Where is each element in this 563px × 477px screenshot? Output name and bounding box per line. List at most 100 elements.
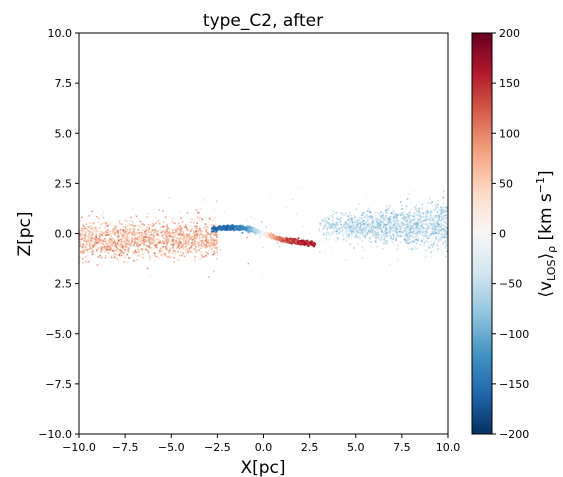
scatter-point-central-arc (269, 235, 272, 237)
scatter-point-right-band (331, 223, 333, 225)
scatter-point-outlier (168, 197, 171, 199)
scatter-point-left-band (179, 232, 182, 234)
scatter-point-right-band (422, 238, 425, 240)
scatter-point-right-band (434, 204, 437, 207)
scatter-point-outlier (126, 261, 128, 264)
scatter-point-central-arc (295, 239, 298, 242)
scatter-point-right-band (402, 214, 405, 216)
y-tick-label: 5.0 (55, 127, 73, 140)
scatter-point-left-band (127, 249, 129, 252)
scatter-point-central-arc (284, 239, 286, 242)
scatter-point-left-band (81, 246, 84, 249)
scatter-point-right-band (400, 235, 403, 237)
scatter-point-right-band (415, 204, 417, 207)
scatter-point-right-band (393, 228, 395, 230)
scatter-point-central-arc (232, 225, 235, 228)
scatter-point-right-band (396, 232, 398, 234)
scatter-point-central-arc (291, 239, 294, 242)
scatter-point-left-band (210, 230, 212, 233)
scatter-point-right-band (357, 226, 360, 229)
colorbar-label-subscript: LOS (545, 260, 558, 281)
scatter-point-right-band (365, 250, 367, 253)
scatter-point-left-band (91, 247, 94, 250)
scatter-point-right-band (408, 247, 411, 250)
scatter-point-left-band (169, 249, 171, 252)
scatter-point-outlier (276, 242, 279, 244)
scatter-point-right-band (371, 235, 374, 237)
scatter-point-left-band (212, 253, 214, 256)
scatter-point-outlier (211, 229, 213, 231)
scatter-point-central-arc (275, 238, 277, 241)
scatter-point-left-band (152, 222, 154, 225)
scatter-point-left-band (162, 243, 164, 245)
scatter-point-right-band (426, 218, 428, 221)
scatter-point-right-band (446, 234, 448, 237)
scatter-point-left-band (177, 259, 180, 261)
scatter-point-left-band (162, 210, 164, 212)
scatter-point-right-band (392, 219, 395, 222)
scatter-point-right-band (396, 225, 398, 227)
scatter-point-right-band (429, 212, 432, 214)
scatter-point-left-band (204, 223, 207, 225)
scatter-point-right-band (357, 223, 360, 225)
scatter-point-left-band (145, 229, 147, 231)
scatter-point-left-band (165, 245, 168, 248)
scatter-point-left-band (205, 236, 208, 239)
scatter-point-central-arc (267, 232, 270, 235)
y-tick-label: 7.5 (55, 77, 73, 90)
scatter-point-left-band (195, 246, 197, 248)
scatter-point-left-band (104, 222, 107, 224)
scatter-point-left-band (104, 247, 106, 249)
scatter-point-right-band (335, 234, 337, 236)
scatter-point-right-band (398, 236, 401, 238)
scatter-point-left-band (160, 231, 162, 234)
scatter-point-right-band (382, 241, 385, 244)
x-tick-label: 2.5 (301, 441, 319, 454)
scatter-point-central-arc (235, 227, 238, 229)
scatter-point-left-band (149, 241, 151, 244)
scatter-point-central-arc (304, 242, 307, 245)
scatter-point-right-band (370, 230, 372, 232)
scatter-point-outlier (333, 223, 335, 225)
scatter-point-right-band (389, 225, 391, 228)
scatter-point-left-band (166, 239, 168, 241)
scatter-point-left-band (168, 228, 170, 231)
y-tick-label: −7.5 (45, 378, 72, 391)
scatter-point-right-band (429, 234, 431, 237)
scatter-point-right-band (347, 227, 349, 230)
scatter-point-left-band (111, 230, 114, 233)
scatter-point-right-band (370, 227, 372, 229)
scatter-point-right-band (348, 222, 351, 224)
scatter-point-left-band (153, 252, 156, 254)
scatter-point-right-band (427, 237, 430, 240)
scatter-point-left-band (127, 232, 129, 235)
scatter-point-left-band (201, 236, 204, 239)
scatter-point-left-band (109, 261, 112, 263)
scatter-point-left-band (91, 245, 94, 247)
scatter-point-right-band (345, 226, 347, 229)
scatter-point-left-band (117, 231, 119, 234)
scatter-point-right-band (393, 225, 396, 228)
scatter-point-right-band (410, 219, 413, 221)
scatter-point-right-band (426, 237, 429, 240)
scatter-point-right-band (400, 212, 402, 214)
scatter-point-right-band (384, 217, 386, 219)
scatter-point-left-band (199, 258, 201, 260)
scatter-point-left-band (142, 222, 144, 224)
scatter-point-right-band (385, 218, 388, 221)
scatter-point-outlier (127, 256, 129, 259)
scatter-points (79, 185, 448, 278)
scatter-point-outlier (149, 275, 152, 277)
scatter-point-central-arc (260, 230, 263, 233)
scatter-point-left-band (136, 232, 138, 234)
scatter-point-right-band (374, 235, 376, 238)
scatter-point-right-band (334, 223, 336, 226)
scatter-point-left-band (106, 246, 109, 249)
scatter-point-right-band (419, 233, 421, 235)
scatter-point-right-band (374, 216, 377, 219)
scatter-point-left-band (111, 238, 113, 240)
scatter-point-left-band (157, 231, 159, 233)
scatter-point-right-band (403, 217, 406, 219)
scatter-point-right-band (351, 221, 354, 223)
scatter-point-central-arc (219, 226, 222, 228)
